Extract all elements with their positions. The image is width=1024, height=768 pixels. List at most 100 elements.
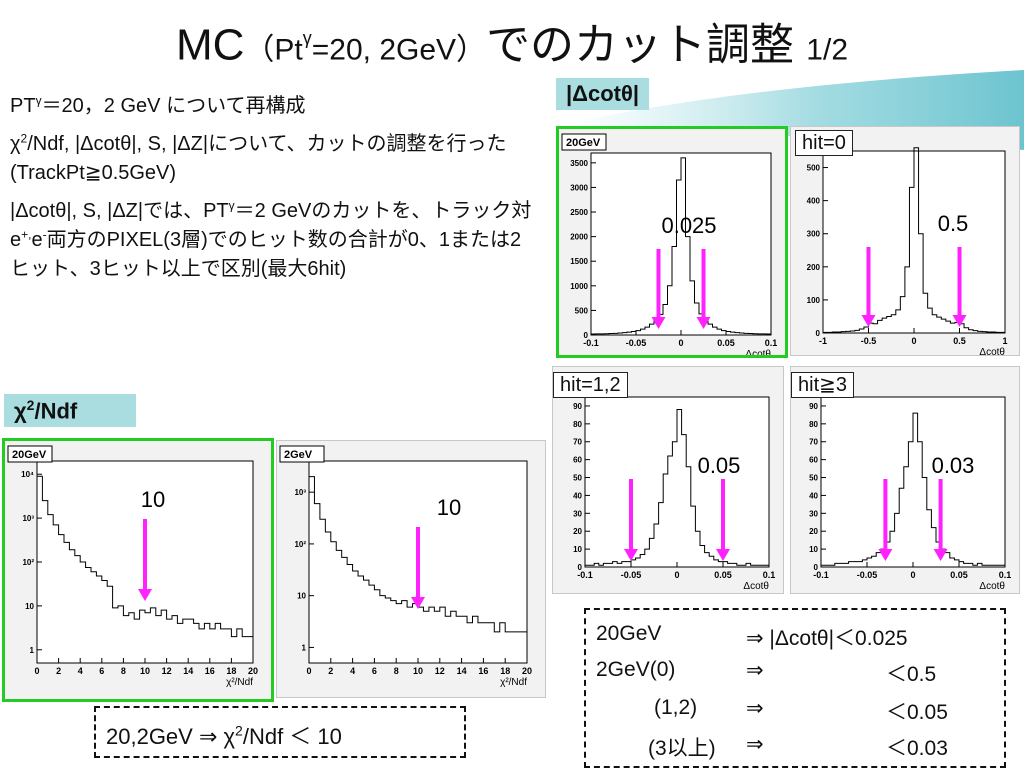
summary-row-2-c: ＜0.5 [886,663,937,686]
chi2-summary-pre: 20,2GeV ⇒ χ [106,724,236,749]
title-page: 1/2 [806,33,849,67]
chi2-summary-text: 20,2GeV ⇒ χ2/Ndf ＜ 10 [106,719,342,751]
chi2-summary-sup: 2 [235,722,243,739]
y-tick-label: 10 [809,545,818,554]
bullet-list: PTγ＝20，2 GeV について再構成 χ2/Ndf, |Δcotθ|, S,… [10,92,540,293]
x-tick-label: 8 [121,666,126,676]
bullet-2: χ2/Ndf, |Δcotθ|, S, |ΔZ|について、カットの調整を行った(… [10,130,540,188]
x-tick-label: 0 [911,336,916,346]
title-jp: でのカット調整 [486,20,795,70]
chi-label-box: χ2/Ndf [4,394,136,428]
x-tick-label: 1 [1002,336,1007,346]
cut-arrow-head [624,549,638,561]
bullet-2-post: /Ndf, |Δcotθ|, S, |ΔZ|について、カットの調整を行った(Tr… [10,133,507,184]
x-tick-label: 16 [478,666,488,676]
cut-arrow-head [696,317,711,329]
x-tick-label: 14 [457,666,467,676]
histogram-line [822,147,1006,333]
y-tick-label: 2500 [570,208,588,217]
y-tick-label: 200 [807,263,821,272]
y-tick-label: 30 [573,509,582,518]
y-tick-label: 1500 [570,257,588,266]
x-tick-label: 16 [205,666,215,676]
y-tick-label: 3000 [570,183,588,192]
x-tick-label: 18 [226,666,236,676]
histogram-line [584,409,770,567]
y-tick-label: 10³ [294,488,306,497]
histogram-line [820,412,1006,567]
x-axis-label: Δcotθ [979,347,1005,355]
summary-row-4-c: ＜0.03 [886,737,948,760]
bullet-3-b: ＝2 GeVのカットを、トラック対e [10,200,532,251]
x-axis-label: Δcotθ [743,581,769,592]
cut-value-label: 0.025 [661,213,716,238]
bullet-1-sup: γ [35,93,42,108]
y-tick-label: 400 [807,197,821,206]
bullet-3: |Δcotθ|, S, |ΔZ|では、PTγ＝2 GeVのカットを、トラック対e… [10,197,540,284]
y-tick-label: 40 [573,491,582,500]
y-tick-label: 80 [573,420,582,429]
y-tick-label: 20 [573,527,582,536]
x-tick-label: 12 [435,666,445,676]
bullet-3-c: e [31,229,43,251]
x-tick-label: -0.1 [577,570,593,580]
title-sup: γ [302,28,312,48]
x-tick-label: -0.1 [813,570,829,580]
summary-row-3-c: ＜0.05 [886,701,948,724]
y-tick-label: 10³ [22,514,34,523]
y-tick-label: 0 [814,563,819,572]
hit12-label: hit=1,2 [553,372,628,398]
x-tick-label: 0 [34,666,39,676]
x-tick-label: 6 [372,666,377,676]
chart-title: 2GeV [284,449,313,461]
x-tick-label: -0.1 [583,338,599,348]
cut-summary-box: 20GeV ⇒ |Δcotθ|＜0.025 2GeV(0) ⇒ ＜0.5 (1,… [584,608,1006,768]
y-tick-label: 70 [809,438,818,447]
y-tick-label: 1000 [570,282,588,291]
cut-arrow-head [138,589,152,601]
cut-arrow-head [952,315,967,327]
chi2-cut-summary-box: 20,2GeV ⇒ χ2/Ndf ＜ 10 [94,706,466,758]
y-tick-label: 10 [25,602,34,611]
bullet-3-sup3: - [42,227,47,242]
x-tick-label: 0.1 [765,338,778,348]
x-tick-label: 0 [910,570,915,580]
x-tick-label: -0.05 [626,338,647,348]
title-box [561,133,607,151]
hist-hit12: -0.1 -0.05 0 0.05 0.1 0 10 20 30 40 50 60 70 80 90 Δcot… [573,396,776,592]
y-tick-label: 2000 [570,233,588,242]
cut-arrow-head [861,315,876,327]
summary-row-4-a: (3以上) [648,737,716,760]
bullet-3-d: 両方のPIXEL(3層)でのヒット数の合計が0、1または2ヒット、3ヒット以上で… [10,229,522,280]
x-tick-label: 4 [78,666,83,676]
bullet-3-a: |Δcotθ|, S, |ΔZ|では、PT [10,200,229,222]
x-tick-label: 0.1 [999,570,1012,580]
chi-label-sup: 2 [26,397,35,413]
chart-title: 20GeV [12,449,47,461]
y-tick-label: 0 [816,329,821,338]
title-box [279,445,325,463]
x-tick-label: 10 [413,666,423,676]
y-tick-label: 300 [807,230,821,239]
y-tick-label: 40 [809,491,818,500]
y-tick-label: 80 [809,420,818,429]
summary-row-4-b: ⇒ [746,733,764,756]
summary-row-1-b: ⇒ |Δcotθ|＜0.025 [746,627,908,650]
bullet-2-pre: χ [10,133,21,155]
x-tick-label: 0 [678,338,683,348]
y-tick-label: 100 [807,296,821,305]
cut-value-label: 0.03 [932,453,975,478]
x-tick-label: 0 [306,666,311,676]
y-tick-label: 10² [294,540,306,549]
hist-panel-2gev-chi2: 0 2 4 6 8 10 12 14 16 18 20 1 10 10² 10³ χ²/Ndf 2GeV 10 [276,440,546,698]
cut-value-label: 10 [141,487,165,512]
x-tick-label: 0.1 [763,570,776,580]
hist-hit0: -1 -0.5 0 0.5 1 0 100 200 300 400 500 Δcotθ 0.5 [807,147,1008,355]
x-tick-label: 2 [56,666,61,676]
y-tick-label: 60 [809,456,818,465]
chart-title: 20GeV [566,137,601,149]
hist-2gev-chi2: 0 2 4 6 8 10 12 14 16 18 20 1 10 10² 10³ χ²/Ndf 2GeV 10 [279,445,532,688]
hist-panel-20gev-dcot: -0.1 -0.05 0 0.05 0.1 0 500 1000 1500 2000 2500 300… [556,126,788,358]
bullet-1-post: ＝20，2 GeV について再構成 [41,95,306,117]
y-tick-label: 0 [584,331,589,340]
